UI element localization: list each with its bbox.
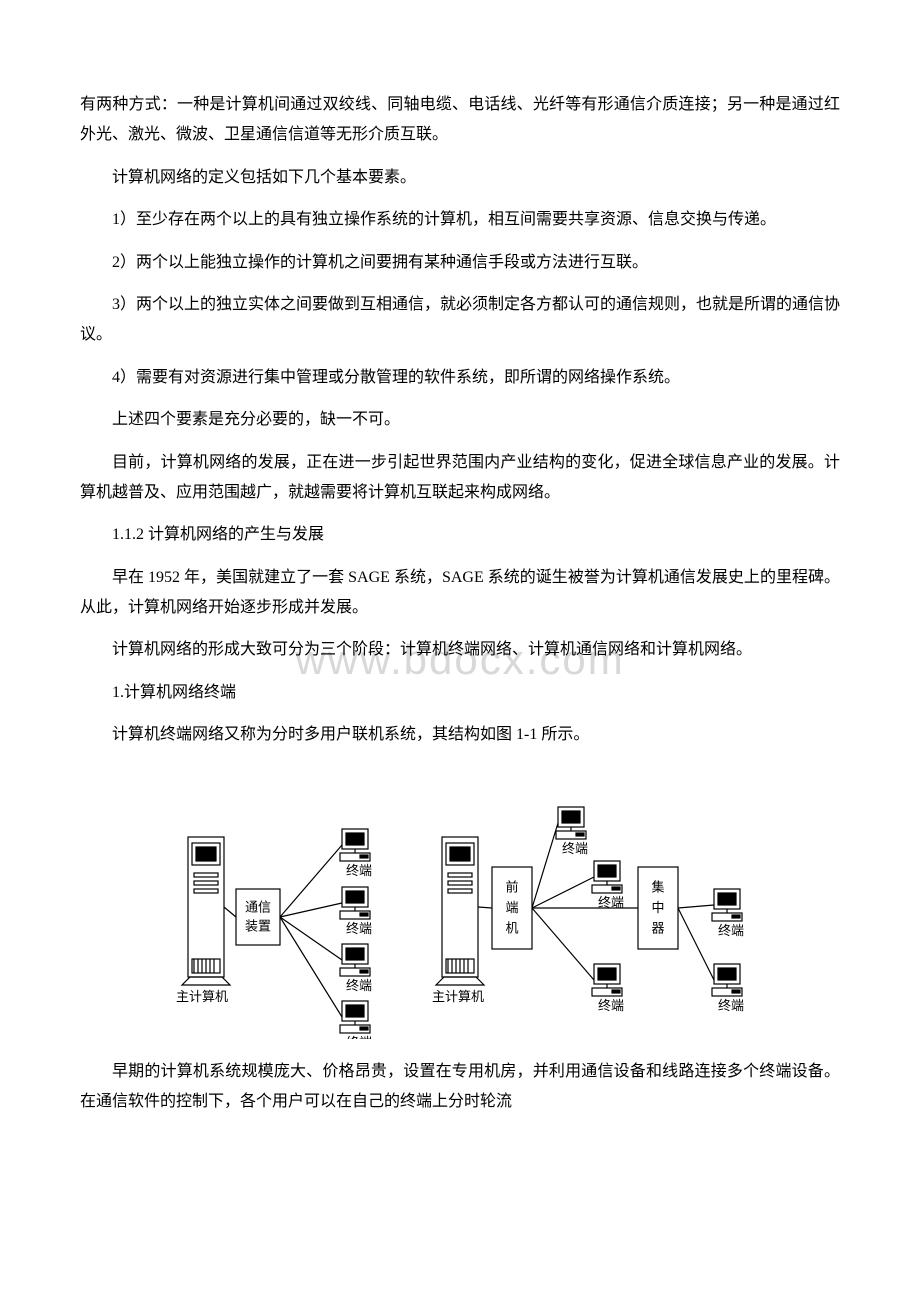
paragraph: 计算机网络的定义包括如下几个基本要素。 (80, 163, 840, 193)
svg-text:终端: 终端 (718, 998, 744, 1013)
sub-heading: 1.计算机网络终端 (80, 678, 840, 708)
paragraph: 1）至少存在两个以上的具有独立操作系统的计算机，相互间需要共享资源、信息交换与传… (80, 205, 840, 235)
svg-text:主计算机: 主计算机 (176, 989, 228, 1004)
svg-text:集: 集 (651, 879, 664, 894)
paragraph: 目前，计算机网络的发展，正在进一步引起世界范围内产业结构的变化，促进全球信息产业… (80, 448, 840, 509)
svg-text:中: 中 (651, 900, 664, 915)
paragraph: 4）需要有对资源进行集中管理或分散管理的软件系统，即所谓的网络操作系统。 (80, 363, 840, 393)
svg-text:终端: 终端 (718, 923, 744, 938)
svg-text:终端: 终端 (346, 863, 372, 878)
svg-text:终端: 终端 (562, 841, 588, 856)
paragraph: 上述四个要素是充分必要的，缺一不可。 (80, 405, 840, 435)
paragraph: 2）两个以上能独立操作的计算机之间要拥有某种通信手段或方法进行互联。 (80, 248, 840, 278)
svg-text:终端: 终端 (346, 921, 372, 936)
figure-1-1: 通信装置终端终端终端终端主计算机前端机集中器终端终端终端终端终端主计算机 (80, 769, 840, 1039)
svg-text:端: 端 (505, 900, 518, 915)
svg-text:机: 机 (505, 920, 518, 935)
network-diagram: 通信装置终端终端终端终端主计算机前端机集中器终端终端终端终端终端主计算机 (140, 769, 780, 1039)
svg-text:终端: 终端 (598, 998, 624, 1013)
document-content: 有两种方式：一种是计算机间通过双绞线、同轴电缆、电话线、光纤等有形通信介质连接；… (80, 90, 840, 1117)
svg-text:终端: 终端 (346, 1035, 372, 1039)
paragraph: 有两种方式：一种是计算机间通过双绞线、同轴电缆、电话线、光纤等有形通信介质连接；… (80, 90, 840, 151)
section-heading: 1.1.2 计算机网络的产生与发展 (80, 520, 840, 550)
svg-text:主计算机: 主计算机 (432, 989, 484, 1004)
paragraph: 计算机终端网络又称为分时多用户联机系统，其结构如图 1-1 所示。 (80, 720, 840, 750)
svg-text:器: 器 (651, 920, 664, 935)
svg-text:前: 前 (505, 879, 518, 894)
paragraph: 早期的计算机系统规模庞大、价格昂贵，设置在专用机房，并利用通信设备和线路连接多个… (80, 1057, 840, 1118)
svg-text:装置: 装置 (245, 918, 271, 933)
svg-text:通信: 通信 (245, 899, 271, 914)
paragraph: 计算机网络的形成大致可分为三个阶段：计算机终端网络、计算机通信网络和计算机网络。 (80, 635, 840, 665)
svg-text:终端: 终端 (346, 978, 372, 993)
paragraph: 3）两个以上的独立实体之间要做到互相通信，就必须制定各方都认可的通信规则，也就是… (80, 290, 840, 351)
paragraph: 早在 1952 年，美国就建立了一套 SAGE 系统，SAGE 系统的诞生被誉为… (80, 563, 840, 624)
